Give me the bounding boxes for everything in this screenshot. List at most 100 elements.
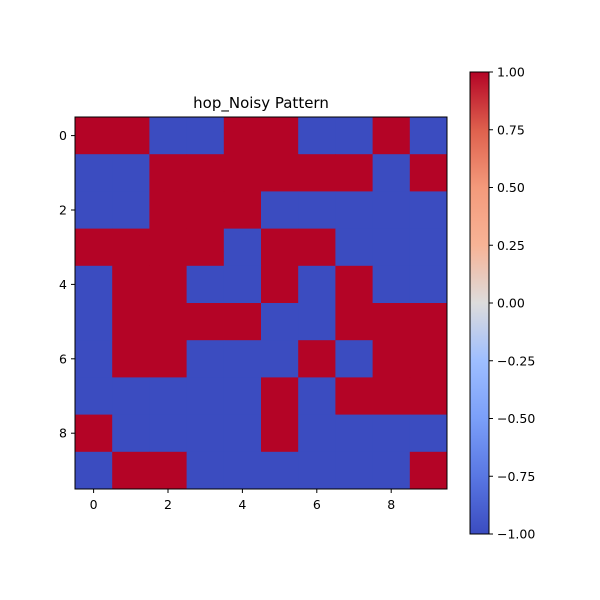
heatmap-cell bbox=[223, 191, 262, 230]
colorbar-tick-label: 0.25 bbox=[497, 238, 525, 253]
y-tick-label: 4 bbox=[59, 277, 67, 292]
heatmap-cell bbox=[298, 377, 336, 416]
heatmap-cell bbox=[112, 154, 150, 192]
heatmap-cell bbox=[298, 414, 336, 453]
x-tick-label: 4 bbox=[238, 497, 246, 512]
heatmap-cell bbox=[223, 451, 262, 490]
heatmap-cell bbox=[409, 414, 448, 453]
heatmap-cell bbox=[186, 340, 225, 378]
heatmap-cell bbox=[75, 414, 113, 453]
heatmap-cell bbox=[409, 340, 448, 378]
heatmap-cell bbox=[409, 117, 448, 155]
x-tick-label: 0 bbox=[90, 497, 98, 512]
heatmap-cell bbox=[298, 303, 336, 341]
heatmap-cell bbox=[261, 191, 299, 230]
heatmap-cell bbox=[75, 451, 113, 490]
heatmap-cell bbox=[298, 117, 336, 155]
heatmap-cell bbox=[149, 265, 188, 304]
heatmap-cell bbox=[261, 265, 299, 304]
x-tick-label: 8 bbox=[387, 497, 395, 512]
heatmap-cell bbox=[75, 191, 113, 230]
heatmap-cell bbox=[75, 154, 113, 192]
heatmap-cell bbox=[223, 414, 262, 453]
heatmap-cell bbox=[112, 191, 150, 230]
heatmap-cell bbox=[186, 303, 225, 341]
heatmap-cell bbox=[112, 265, 150, 304]
heatmap-cell bbox=[223, 340, 262, 378]
heatmap-cell bbox=[186, 117, 225, 155]
heatmap-cell bbox=[409, 154, 448, 192]
heatmap-cell bbox=[261, 228, 299, 267]
heatmap-cell bbox=[372, 265, 411, 304]
heatmap-cell bbox=[298, 191, 336, 230]
heatmap-cell bbox=[149, 303, 188, 341]
heatmap-cell bbox=[372, 154, 411, 192]
x-tick-label: 6 bbox=[313, 497, 321, 512]
heatmap-cell bbox=[112, 228, 150, 267]
heatmap-cell bbox=[372, 451, 411, 490]
x-tick-label: 2 bbox=[164, 497, 172, 512]
heatmap-cell bbox=[75, 265, 113, 304]
heatmap-cell bbox=[298, 451, 336, 490]
heatmap-cell bbox=[112, 451, 150, 490]
heatmap-cell bbox=[112, 117, 150, 155]
y-tick-label: 6 bbox=[59, 351, 67, 366]
heatmap-cell bbox=[75, 228, 113, 267]
heatmap-cell bbox=[186, 191, 225, 230]
heatmap-cell bbox=[223, 154, 262, 192]
heatmap-cell bbox=[223, 265, 262, 304]
heatmap-cell bbox=[261, 414, 299, 453]
heatmap-cell bbox=[298, 154, 336, 192]
heatmap-cell bbox=[149, 414, 188, 453]
heatmap-cell bbox=[223, 228, 262, 267]
colorbar-tick-label: 0.50 bbox=[497, 180, 525, 195]
heatmap-cell bbox=[112, 377, 150, 416]
heatmap-cell bbox=[335, 117, 374, 155]
heatmap-cell bbox=[261, 117, 299, 155]
heatmap-cell bbox=[335, 451, 374, 490]
colorbar-tick-label: 0.00 bbox=[497, 296, 525, 311]
colorbar-tick-label: −0.25 bbox=[497, 353, 535, 368]
heatmap-cell bbox=[186, 414, 225, 453]
heatmap-cell bbox=[298, 265, 336, 304]
colorbar-tick-label: 1.00 bbox=[497, 65, 525, 80]
heatmap-cell bbox=[409, 303, 448, 341]
heatmap-cell bbox=[149, 340, 188, 378]
heatmap-cell bbox=[298, 340, 336, 378]
heatmap-cell bbox=[409, 265, 448, 304]
colorbar-tick-label: −0.75 bbox=[497, 469, 535, 484]
heatmap-cell bbox=[335, 303, 374, 341]
heatmap-cell bbox=[149, 154, 188, 192]
y-tick-label: 0 bbox=[59, 128, 67, 143]
heatmap-cell bbox=[112, 414, 150, 453]
heatmap-cell bbox=[335, 265, 374, 304]
heatmap-cell bbox=[149, 377, 188, 416]
heatmap-cell bbox=[149, 117, 188, 155]
colorbar bbox=[469, 71, 490, 535]
heatmap-cell bbox=[372, 377, 411, 416]
heatmap-cell bbox=[149, 191, 188, 230]
y-tick-label: 8 bbox=[59, 426, 67, 441]
heatmap-cell bbox=[372, 117, 411, 155]
heatmap-cell bbox=[261, 340, 299, 378]
heatmap-cell bbox=[261, 154, 299, 192]
colorbar-tick-label: 0.75 bbox=[497, 122, 525, 137]
heatmap-cell bbox=[335, 191, 374, 230]
heatmap-cell bbox=[409, 191, 448, 230]
heatmap-cell bbox=[75, 377, 113, 416]
heatmap-cell bbox=[149, 451, 188, 490]
heatmap-cell bbox=[335, 154, 374, 192]
chart-title: hop_Noisy Pattern bbox=[193, 94, 329, 113]
y-tick-label: 2 bbox=[59, 203, 67, 218]
heatmap-cell bbox=[75, 117, 113, 155]
heatmap-cell bbox=[409, 228, 448, 267]
heatmap-cell bbox=[409, 377, 448, 416]
heatmap-cell bbox=[223, 303, 262, 341]
heatmap-cell bbox=[372, 340, 411, 378]
colorbar-ticks: 1.00 0.75 0.50 0.25 0.00 −0.25 −0.50 −0.75 −1.00 bbox=[489, 65, 535, 542]
heatmap-cell bbox=[223, 117, 262, 155]
heatmap-cell bbox=[335, 414, 374, 453]
heatmap-cell bbox=[186, 377, 225, 416]
